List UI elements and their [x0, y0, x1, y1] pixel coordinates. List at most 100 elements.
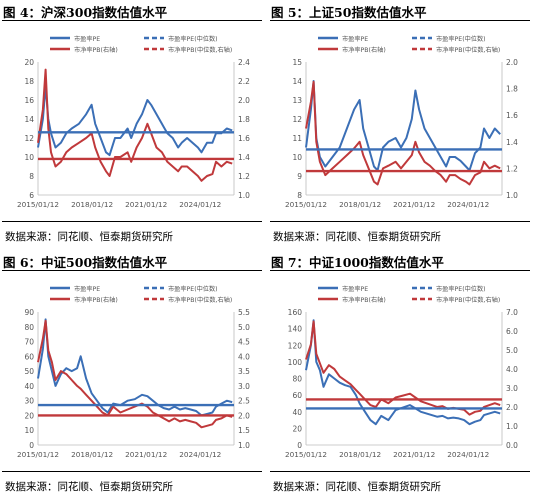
- x-tick-label: 2018/01/12: [71, 200, 113, 209]
- y-left-tick-label: 20: [24, 58, 34, 67]
- legend-label: 市净率PB(右轴): [342, 296, 386, 304]
- chart-hs300: 市盈率PE 市盈率PE(中位数) 市净率PB(右轴) 市净率PB(中位数,右轴) 6 8 1…: [17, 35, 250, 209]
- y-left-tick-label: 15: [292, 58, 302, 67]
- pe-series-line: [37, 84, 233, 157]
- legend: 市盈率PE 市盈率PE(中位数) 市净率PB(右轴) 市净率PB(中位数,右轴): [50, 35, 232, 54]
- legend: 市盈率PE 市盈率PE(中位数) 市净率PB(右轴) 市净率PB(中位数,右轴): [318, 35, 500, 54]
- y-right-tick-label: 1.2: [506, 164, 518, 173]
- y-right-tick-label: 1.8: [238, 115, 250, 124]
- legend-label: 市净率PB(中位数,右轴): [436, 296, 500, 304]
- x-tick-label: 2021/01/12: [393, 200, 435, 209]
- chart-sz50: 市盈率PE 市盈率PE(中位数) 市净率PB(右轴) 市净率PB(中位数,右轴) 8 9 1…: [285, 35, 518, 209]
- x-tick-label: 2018/01/12: [339, 450, 381, 459]
- y-right-tick-label: 2.0: [238, 411, 250, 420]
- legend-label: 市盈率PE(中位数): [436, 285, 486, 293]
- y-left-tick-label: 60: [292, 391, 302, 400]
- y-left-tick-label: 14: [24, 115, 34, 124]
- data-source: 数据来源：同花顺、恒泰期货研究所: [273, 231, 441, 243]
- y-right-tick-label: 2.0: [506, 403, 518, 412]
- pb-series-line: [37, 68, 233, 182]
- y-right-tick-label: 3.0: [238, 382, 250, 391]
- y-right-tick-label: 1.6: [506, 111, 518, 120]
- legend-label: 市盈率PE: [342, 35, 368, 43]
- y-left-tick-label: 10: [24, 153, 34, 162]
- y-right-tick-label: 2.0: [238, 96, 250, 105]
- y-right-tick-label: 4.0: [506, 365, 518, 374]
- legend-label: 市净率PB(右轴): [74, 46, 118, 54]
- pb-series-line: [305, 320, 501, 416]
- y-right-tick-label: 1.6: [238, 134, 250, 143]
- figure-title: 图 5：上证50指数估值水平: [271, 5, 427, 20]
- y-right-tick-label: 3.5: [238, 367, 250, 376]
- x-tick-label: 2021/01/12: [125, 450, 167, 459]
- y-right-tick-label: 1.4: [238, 153, 250, 162]
- x-tick-label: 2024/01/12: [447, 450, 489, 459]
- title-rule: [2, 20, 262, 21]
- y-left-tick-label: 20: [292, 424, 302, 433]
- y-right-tick-label: 1.2: [238, 172, 250, 181]
- y-right-tick-label: 2.5: [238, 397, 250, 406]
- y-left-tick-label: 40: [292, 408, 302, 417]
- legend-label: 市净率PB(中位数,右轴): [168, 46, 232, 54]
- legend-label: 市净率PB(右轴): [342, 46, 386, 54]
- y-left-tick-label: 90: [24, 308, 34, 317]
- footer-rule: [2, 471, 262, 472]
- y-left-tick-label: 18: [24, 77, 34, 86]
- x-tick-label: 2024/01/12: [179, 200, 221, 209]
- legend-label: 市盈率PE(中位数): [436, 35, 486, 43]
- y-right-tick-label: 0.0: [506, 441, 518, 450]
- x-tick-label: 2021/01/12: [393, 450, 435, 459]
- panel-zz1000: 图 7：中证1000指数估值水平 市盈率PE 市盈率PE(中位数) 市净率PB(右轴…: [268, 250, 536, 500]
- legend-label: 市净率PB(右轴): [74, 296, 118, 304]
- y-left-tick-label: 50: [24, 367, 34, 376]
- y-left-tick-label: 140: [288, 325, 303, 334]
- footer-rule: [2, 221, 262, 222]
- x-tick-label: 2024/01/12: [447, 200, 489, 209]
- y-right-tick-label: 1.0: [238, 191, 250, 200]
- legend: 市盈率PE 市盈率PE(中位数) 市净率PB(右轴) 市净率PB(中位数,右轴): [318, 285, 500, 304]
- y-left-tick-label: 70: [24, 338, 34, 347]
- y-left-tick-label: 6: [29, 191, 34, 200]
- data-source: 数据来源：同花顺、恒泰期货研究所: [273, 481, 441, 493]
- y-left-tick-label: 9: [297, 172, 302, 181]
- y-right-tick-label: 4.0: [238, 352, 250, 361]
- y-left-tick-label: 11: [292, 134, 302, 143]
- legend-label: 市盈率PE(中位数): [168, 35, 218, 43]
- y-left-tick-label: 0: [29, 441, 34, 450]
- y-left-tick-label: 100: [288, 358, 303, 367]
- pe-series-line: [305, 80, 501, 172]
- y-left-tick-label: 12: [292, 115, 302, 124]
- y-right-tick-label: 5.5: [238, 308, 250, 317]
- y-right-tick-label: 2.4: [238, 58, 250, 67]
- y-left-tick-label: 10: [292, 153, 302, 162]
- y-right-tick-label: 5.0: [238, 323, 250, 332]
- x-tick-label: 2015/01/12: [285, 450, 327, 459]
- y-right-tick-label: 3.0: [506, 384, 518, 393]
- y-left-tick-label: 16: [24, 96, 34, 105]
- y-left-tick-label: 80: [292, 375, 302, 384]
- y-left-tick-label: 40: [24, 382, 34, 391]
- figure-title: 图 7：中证1000指数估值水平: [271, 255, 444, 270]
- legend-label: 市盈率PE: [342, 285, 368, 293]
- data-source: 数据来源：同花顺、恒泰期货研究所: [5, 481, 173, 493]
- title-rule: [270, 270, 530, 271]
- pe-series-line: [37, 318, 233, 417]
- y-left-tick-label: 12: [24, 134, 34, 143]
- x-tick-label: 2018/01/12: [71, 450, 113, 459]
- legend-label: 市盈率PE: [74, 285, 100, 293]
- y-right-tick-label: 6.0: [506, 327, 518, 336]
- y-left-tick-label: 120: [288, 341, 303, 350]
- x-tick-label: 2021/01/12: [125, 200, 167, 209]
- panel-sz50: 图 5：上证50指数估值水平 市盈率PE 市盈率PE(中位数) 市净率PB(右轴) 市…: [268, 0, 536, 250]
- title-rule: [2, 270, 262, 271]
- y-right-tick-label: 2.2: [238, 77, 250, 86]
- legend-label: 市净率PB(中位数,右轴): [168, 296, 232, 304]
- y-right-tick-label: 1.5: [238, 426, 250, 435]
- y-left-tick-label: 0: [297, 441, 302, 450]
- y-right-tick-label: 1.8: [506, 85, 518, 94]
- title-rule: [270, 20, 530, 21]
- y-right-tick-label: 1.0: [238, 441, 250, 450]
- y-left-tick-label: 160: [288, 308, 303, 317]
- footer-rule: [270, 471, 530, 472]
- y-left-tick-label: 8: [29, 172, 34, 181]
